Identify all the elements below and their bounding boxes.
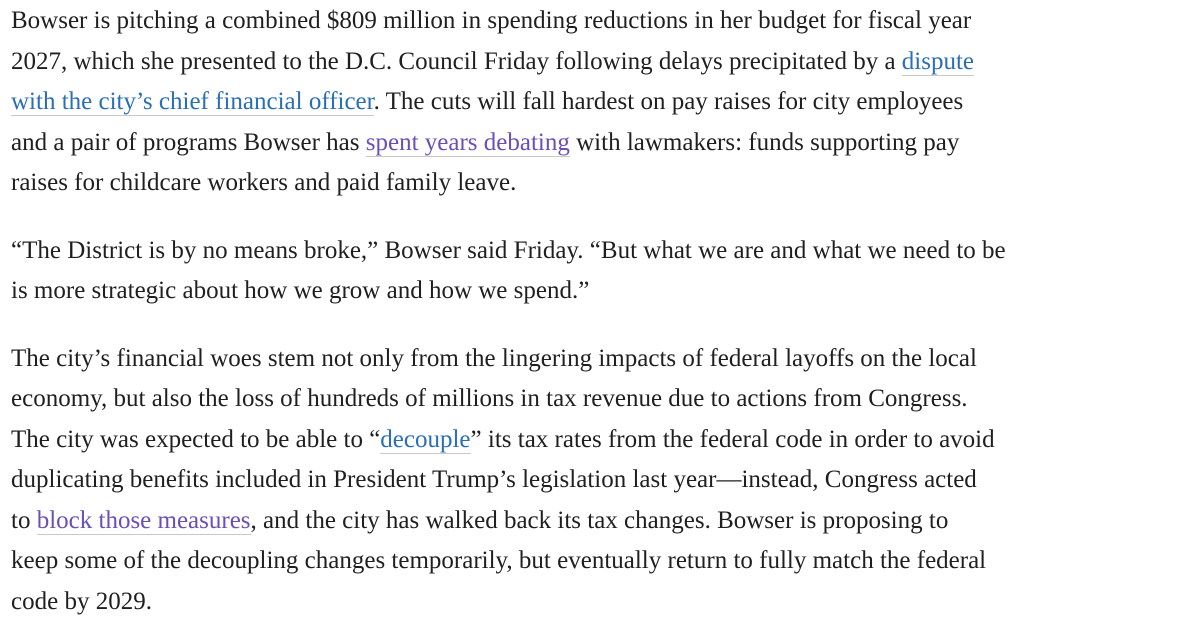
- text-segment: and a pair of programs Bowser has: [11, 129, 366, 156]
- text-segment: with lawmakers: funds supporting pay: [570, 129, 960, 156]
- paragraph-bowser-quote: “The District is by no means broke,” Bow…: [11, 231, 1173, 312]
- text-line: and a pair of programs Bowser has spent …: [11, 123, 1173, 164]
- text-line: Bowser is pitching a combined $809 milli…: [11, 1, 1173, 42]
- text-segment: . The cuts will fall hardest on pay rais…: [374, 88, 964, 115]
- text-line: keep some of the decoupling changes temp…: [11, 541, 1173, 582]
- text-line: to block those measures, and the city ha…: [11, 501, 1173, 542]
- link-dispute-with-cfo[interactable]: dispute: [902, 48, 974, 76]
- text-line: is more strategic about how we grow and …: [11, 271, 1173, 312]
- text-line: The city was expected to be able to “dec…: [11, 420, 1173, 461]
- text-line: raises for childcare workers and paid fa…: [11, 163, 1173, 204]
- text-line: 2027, which she presented to the D.C. Co…: [11, 42, 1173, 83]
- text-segment: ” its tax rates from the federal code in…: [471, 426, 995, 453]
- text-line: The city’s financial woes stem not only …: [11, 339, 1173, 380]
- text-segment: to: [11, 507, 37, 534]
- text-line: “The District is by no means broke,” Bow…: [11, 231, 1173, 272]
- text-line: with the city’s chief financial officer.…: [11, 82, 1173, 123]
- text-line: duplicating benefits included in Preside…: [11, 460, 1173, 501]
- text-segment: 2027, which she presented to the D.C. Co…: [11, 48, 902, 75]
- link-decouple[interactable]: decouple: [380, 426, 470, 454]
- text-line: code by 2029.: [11, 582, 1173, 622]
- link-spent-years-debating[interactable]: spent years debating: [366, 129, 570, 157]
- text-segment: , and the city has walked back its tax c…: [251, 507, 949, 534]
- link-dispute-with-cfo-continued[interactable]: with the city’s chief financial officer: [11, 88, 374, 116]
- link-block-those-measures[interactable]: block those measures: [37, 507, 251, 535]
- paragraph-budget-cuts: Bowser is pitching a combined $809 milli…: [11, 1, 1173, 204]
- text-segment: The city was expected to be able to “: [11, 426, 380, 453]
- article-body: Bowser is pitching a combined $809 milli…: [11, 0, 1173, 622]
- text-line: economy, but also the loss of hundreds o…: [11, 379, 1173, 420]
- paragraph-financial-woes: The city’s financial woes stem not only …: [11, 339, 1173, 622]
